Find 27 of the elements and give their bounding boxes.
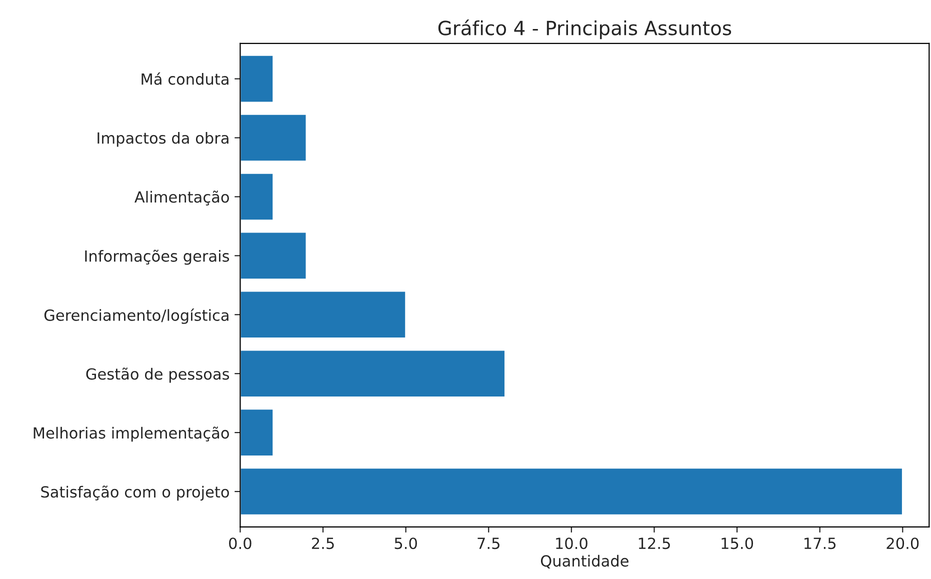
y-tick-label: Gestão de pessoas	[86, 368, 230, 383]
bar	[240, 408, 274, 457]
x-tick-label: 10.0	[556, 538, 588, 550]
x-axis-title: Quantidade	[540, 554, 628, 568]
y-tick-label: Melhorias implementação	[34, 426, 229, 442]
bar	[240, 467, 904, 516]
x-tick-label: 7.5	[478, 538, 500, 550]
bar	[240, 54, 274, 104]
x-tick-label: 15.0	[722, 538, 754, 550]
x-tick-label: 20.0	[886, 538, 919, 550]
x-tick-label: 5.0	[394, 538, 417, 550]
x-tick-label: 12.5	[638, 538, 670, 550]
x-tick-label: 17.5	[804, 538, 836, 550]
y-tick-label: Impactos da obra	[98, 132, 228, 147]
y-tick-label: Satisfação com o projeto	[41, 486, 229, 501]
y-tick-label: Alimentação	[134, 190, 229, 206]
bar	[240, 349, 506, 398]
x-tick-label: 0.0	[229, 538, 252, 550]
bar	[240, 231, 308, 280]
y-tick-label: Gerenciamento/logística	[44, 308, 228, 324]
y-tick-label: Informações gerais	[85, 250, 230, 265]
y-tick-label: Má conduta	[142, 72, 228, 85]
bar	[240, 172, 274, 221]
chart-title: Gráfico 4 - Principais Assuntos	[438, 20, 732, 40]
bar	[240, 290, 407, 339]
bar	[240, 113, 308, 162]
x-tick-label: 2.5	[312, 538, 334, 550]
